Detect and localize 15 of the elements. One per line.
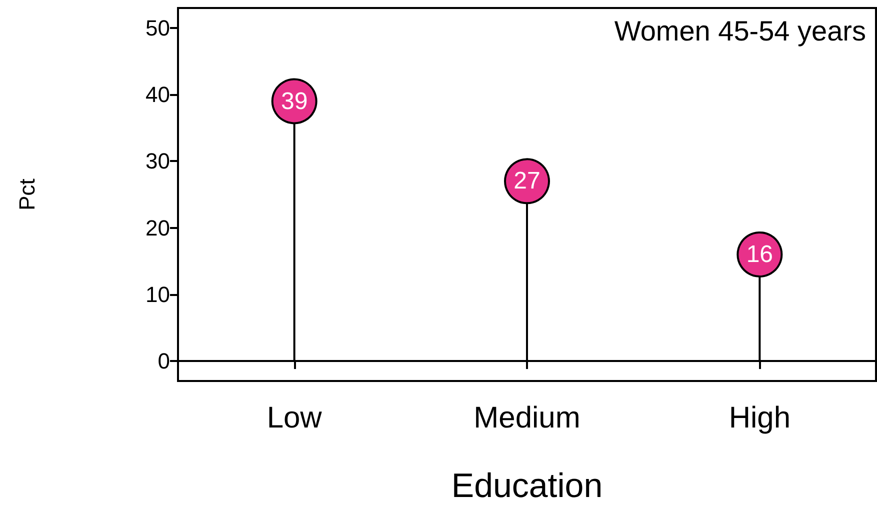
chart-title: Women 45-54 years: [614, 16, 866, 46]
y-tick-label: 40: [146, 82, 170, 108]
y-tick-label: 0: [158, 348, 170, 374]
data-label: 16: [746, 240, 774, 268]
x-tick-label: Medium: [474, 402, 580, 434]
x-tick-label: Low: [266, 402, 322, 434]
data-label: 39: [280, 88, 308, 115]
x-axis-title: Education: [451, 467, 603, 505]
x-tick-label: High: [728, 402, 791, 434]
y-tick-label: 20: [146, 215, 170, 240]
data-label: 27: [514, 168, 540, 195]
y-tick-label: 30: [146, 148, 170, 174]
y-axis-title: Pct: [14, 178, 40, 210]
y-tick-label: 10: [146, 282, 170, 307]
y-tick-label: 50: [146, 15, 170, 40]
